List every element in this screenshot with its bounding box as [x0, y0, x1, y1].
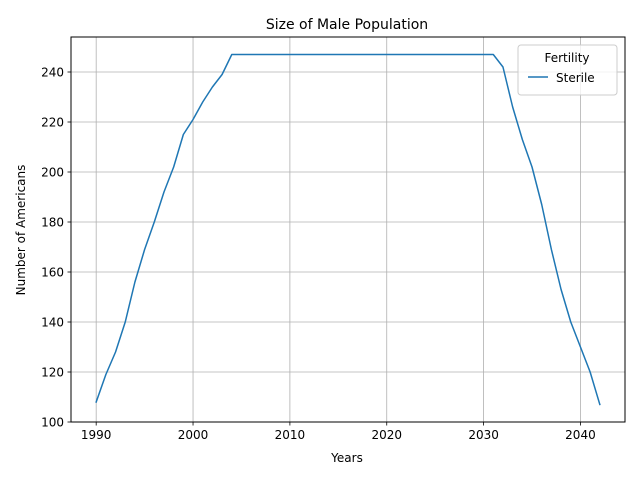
axes-frame — [70, 36, 626, 423]
x-tick-label: 1990 — [81, 428, 112, 442]
y-tick-label: 200 — [41, 166, 64, 180]
y-tick-label: 120 — [41, 366, 64, 380]
y-tick-label: 180 — [41, 216, 64, 230]
legend-label-sterile: Sterile — [556, 71, 595, 85]
chart-title: Size of Male Population — [266, 17, 428, 33]
plot-area — [95, 53, 601, 406]
series-line-sterile — [95, 53, 601, 406]
axis-ticks: 1990 2000 2010 2020 2030 2040 100 120 140 160 180 2… — [41, 66, 596, 443]
y-tick-label: 100 — [41, 416, 64, 430]
legend-box — [517, 44, 618, 96]
y-tick-label: 240 — [41, 66, 64, 80]
legend: Fertility Sterile — [517, 44, 618, 96]
x-tick-label: 2020 — [371, 428, 402, 442]
x-tick-label: 2030 — [468, 428, 499, 442]
y-tick-label: 220 — [41, 116, 64, 130]
x-tick-label: 2000 — [178, 428, 209, 442]
x-tick-label: 2040 — [565, 428, 596, 442]
x-axis-label: Years — [330, 451, 363, 465]
grid-lines — [71, 37, 625, 423]
x-tick-label: 2010 — [275, 428, 306, 442]
legend-title: Fertility — [544, 51, 589, 65]
y-axis-label: Number of Americans — [14, 165, 28, 296]
y-tick-label: 160 — [41, 266, 64, 280]
y-tick-label: 140 — [41, 316, 64, 330]
